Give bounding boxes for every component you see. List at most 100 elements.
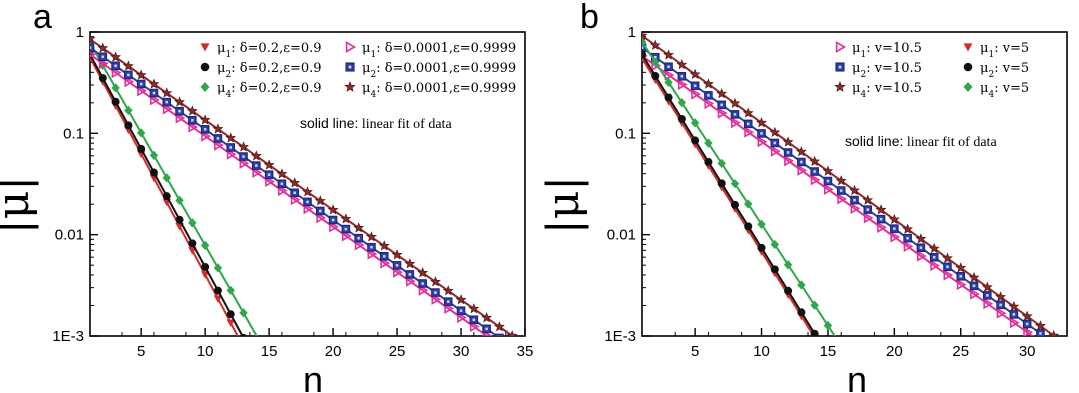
legend-marker-2 <box>200 62 210 72</box>
data-point-series-5-highlight <box>152 91 156 95</box>
data-point-series-1 <box>916 250 927 262</box>
data-point-series-2-highlight <box>999 303 1002 307</box>
data-point-series-3 <box>955 262 967 273</box>
data-point-series-4 <box>367 248 378 260</box>
data-point-series-4 <box>277 184 288 197</box>
data-point-series-6 <box>810 300 819 310</box>
data-point-series-6 <box>161 87 173 98</box>
data-point-series-1 <box>863 212 874 224</box>
data-point-series-4 <box>405 275 416 287</box>
data-point-series-6 <box>366 231 377 242</box>
y-axis-label: |μ| <box>538 176 589 234</box>
data-point-series-2-highlight <box>879 217 883 221</box>
data-point-series-1 <box>784 155 794 167</box>
legend-marker-2-highlight <box>838 65 842 69</box>
data-point-series-3 <box>928 242 940 254</box>
data-point-series-4 <box>418 284 429 296</box>
fit-note: solid line: linear fit of data <box>845 133 997 150</box>
data-point-series-6 <box>442 285 454 296</box>
data-point-series-5-highlight <box>90 46 92 49</box>
data-point-series-5-highlight <box>306 200 309 204</box>
data-point-series-1 <box>744 126 755 138</box>
data-point-series-5-highlight <box>191 118 194 122</box>
data-point-series-5-highlight <box>408 273 412 276</box>
data-point-series-2 <box>98 74 107 83</box>
data-point-series-5 <box>757 243 766 252</box>
data-point-series-2 <box>188 239 197 248</box>
data-point-series-3 <box>782 136 794 147</box>
data-point-series-2-highlight <box>773 141 777 145</box>
data-point-series-2-highlight <box>919 246 923 249</box>
data-point-series-5-highlight <box>216 137 220 140</box>
data-point-series-4 <box>469 320 480 333</box>
data-point-series-5 <box>704 157 713 166</box>
data-point-series-6 <box>110 51 121 62</box>
data-point-series-5 <box>642 50 646 59</box>
legend-label-1: μ1: δ=0.2,ε=0.9 <box>217 41 322 60</box>
data-point-series-1 <box>996 307 1007 319</box>
legend: μ1: δ=0.2,ε=0.9μ2: δ=0.2,ε=0.9μ4: δ=0.2,… <box>200 41 516 100</box>
data-point-series-3 <box>875 204 887 215</box>
data-point-series-6 <box>783 260 793 270</box>
data-point-series-3 <box>915 233 927 244</box>
data-point-series-6 <box>212 123 224 134</box>
data-point-series-2-highlight <box>906 236 909 240</box>
data-point-series-1 <box>770 145 781 157</box>
data-point-series-3 <box>1048 330 1060 336</box>
data-point-series-5 <box>651 71 660 80</box>
legend-marker-1 <box>200 43 210 52</box>
data-point-series-6 <box>468 303 480 314</box>
data-point-series-5-highlight <box>459 309 463 312</box>
data-point-series-5 <box>677 114 686 123</box>
data-point-series-6 <box>90 33 96 44</box>
data-point-series-5-highlight <box>229 146 232 149</box>
data-point-series-1 <box>850 202 861 214</box>
data-point-series-2-highlight <box>760 132 763 135</box>
data-point-series-2-highlight <box>667 65 670 69</box>
data-point-series-2-highlight <box>813 170 816 173</box>
data-point-series-4 <box>341 230 352 242</box>
data-point-series-2-highlight <box>720 103 723 107</box>
data-point-series-4 <box>124 76 135 88</box>
data-point-series-5 <box>770 265 779 274</box>
data-point-series-3 <box>888 213 900 225</box>
data-point-series-2 <box>239 333 248 336</box>
data-point-series-6 <box>123 60 134 71</box>
data-point-series-4 <box>265 175 275 188</box>
data-point-series-1 <box>213 295 223 303</box>
data-point-series-6 <box>238 141 249 152</box>
data-point-series-5-highlight <box>178 109 181 113</box>
data-point-series-6 <box>770 239 780 250</box>
legend-label-2: μ2: δ=0.2,ε=0.9 <box>217 61 322 80</box>
data-point-series-2 <box>124 121 133 130</box>
data-point-series-3 <box>742 107 754 118</box>
data-point-series-5-highlight <box>498 337 501 340</box>
fit-line-series-3 <box>642 34 1056 336</box>
x-tick-label: 30 <box>1019 343 1036 360</box>
data-point-series-2-highlight <box>707 94 710 97</box>
data-point-series-5-highlight <box>331 218 335 222</box>
legend-label-3: μ4: δ=0.2,ε=0.9 <box>217 81 322 100</box>
data-point-series-2-highlight <box>693 84 697 88</box>
data-point-series-4 <box>239 157 250 169</box>
data-point-series-4 <box>444 302 455 315</box>
data-point-series-5-highlight <box>114 64 117 68</box>
data-point-series-3 <box>149 150 159 161</box>
data-point-series-6 <box>302 186 313 197</box>
data-point-series-3 <box>239 308 248 318</box>
data-point-series-4 <box>137 85 147 97</box>
y-tick-label: 1E-3 <box>604 328 636 345</box>
data-point-series-1 <box>877 221 887 234</box>
legend-marker-4 <box>963 43 973 52</box>
data-point-series-1 <box>757 136 768 148</box>
data-point-series-1 <box>930 259 940 272</box>
data-point-series-1 <box>970 288 980 300</box>
data-point-series-6 <box>263 159 275 170</box>
x-tick-label: 30 <box>453 343 470 360</box>
data-point-series-3 <box>689 68 701 79</box>
data-point-series-1 <box>691 88 701 100</box>
data-point-series-5-highlight <box>293 191 296 195</box>
legend-marker-6 <box>344 81 356 92</box>
data-point-series-5 <box>730 200 739 209</box>
data-point-series-6 <box>717 158 726 169</box>
